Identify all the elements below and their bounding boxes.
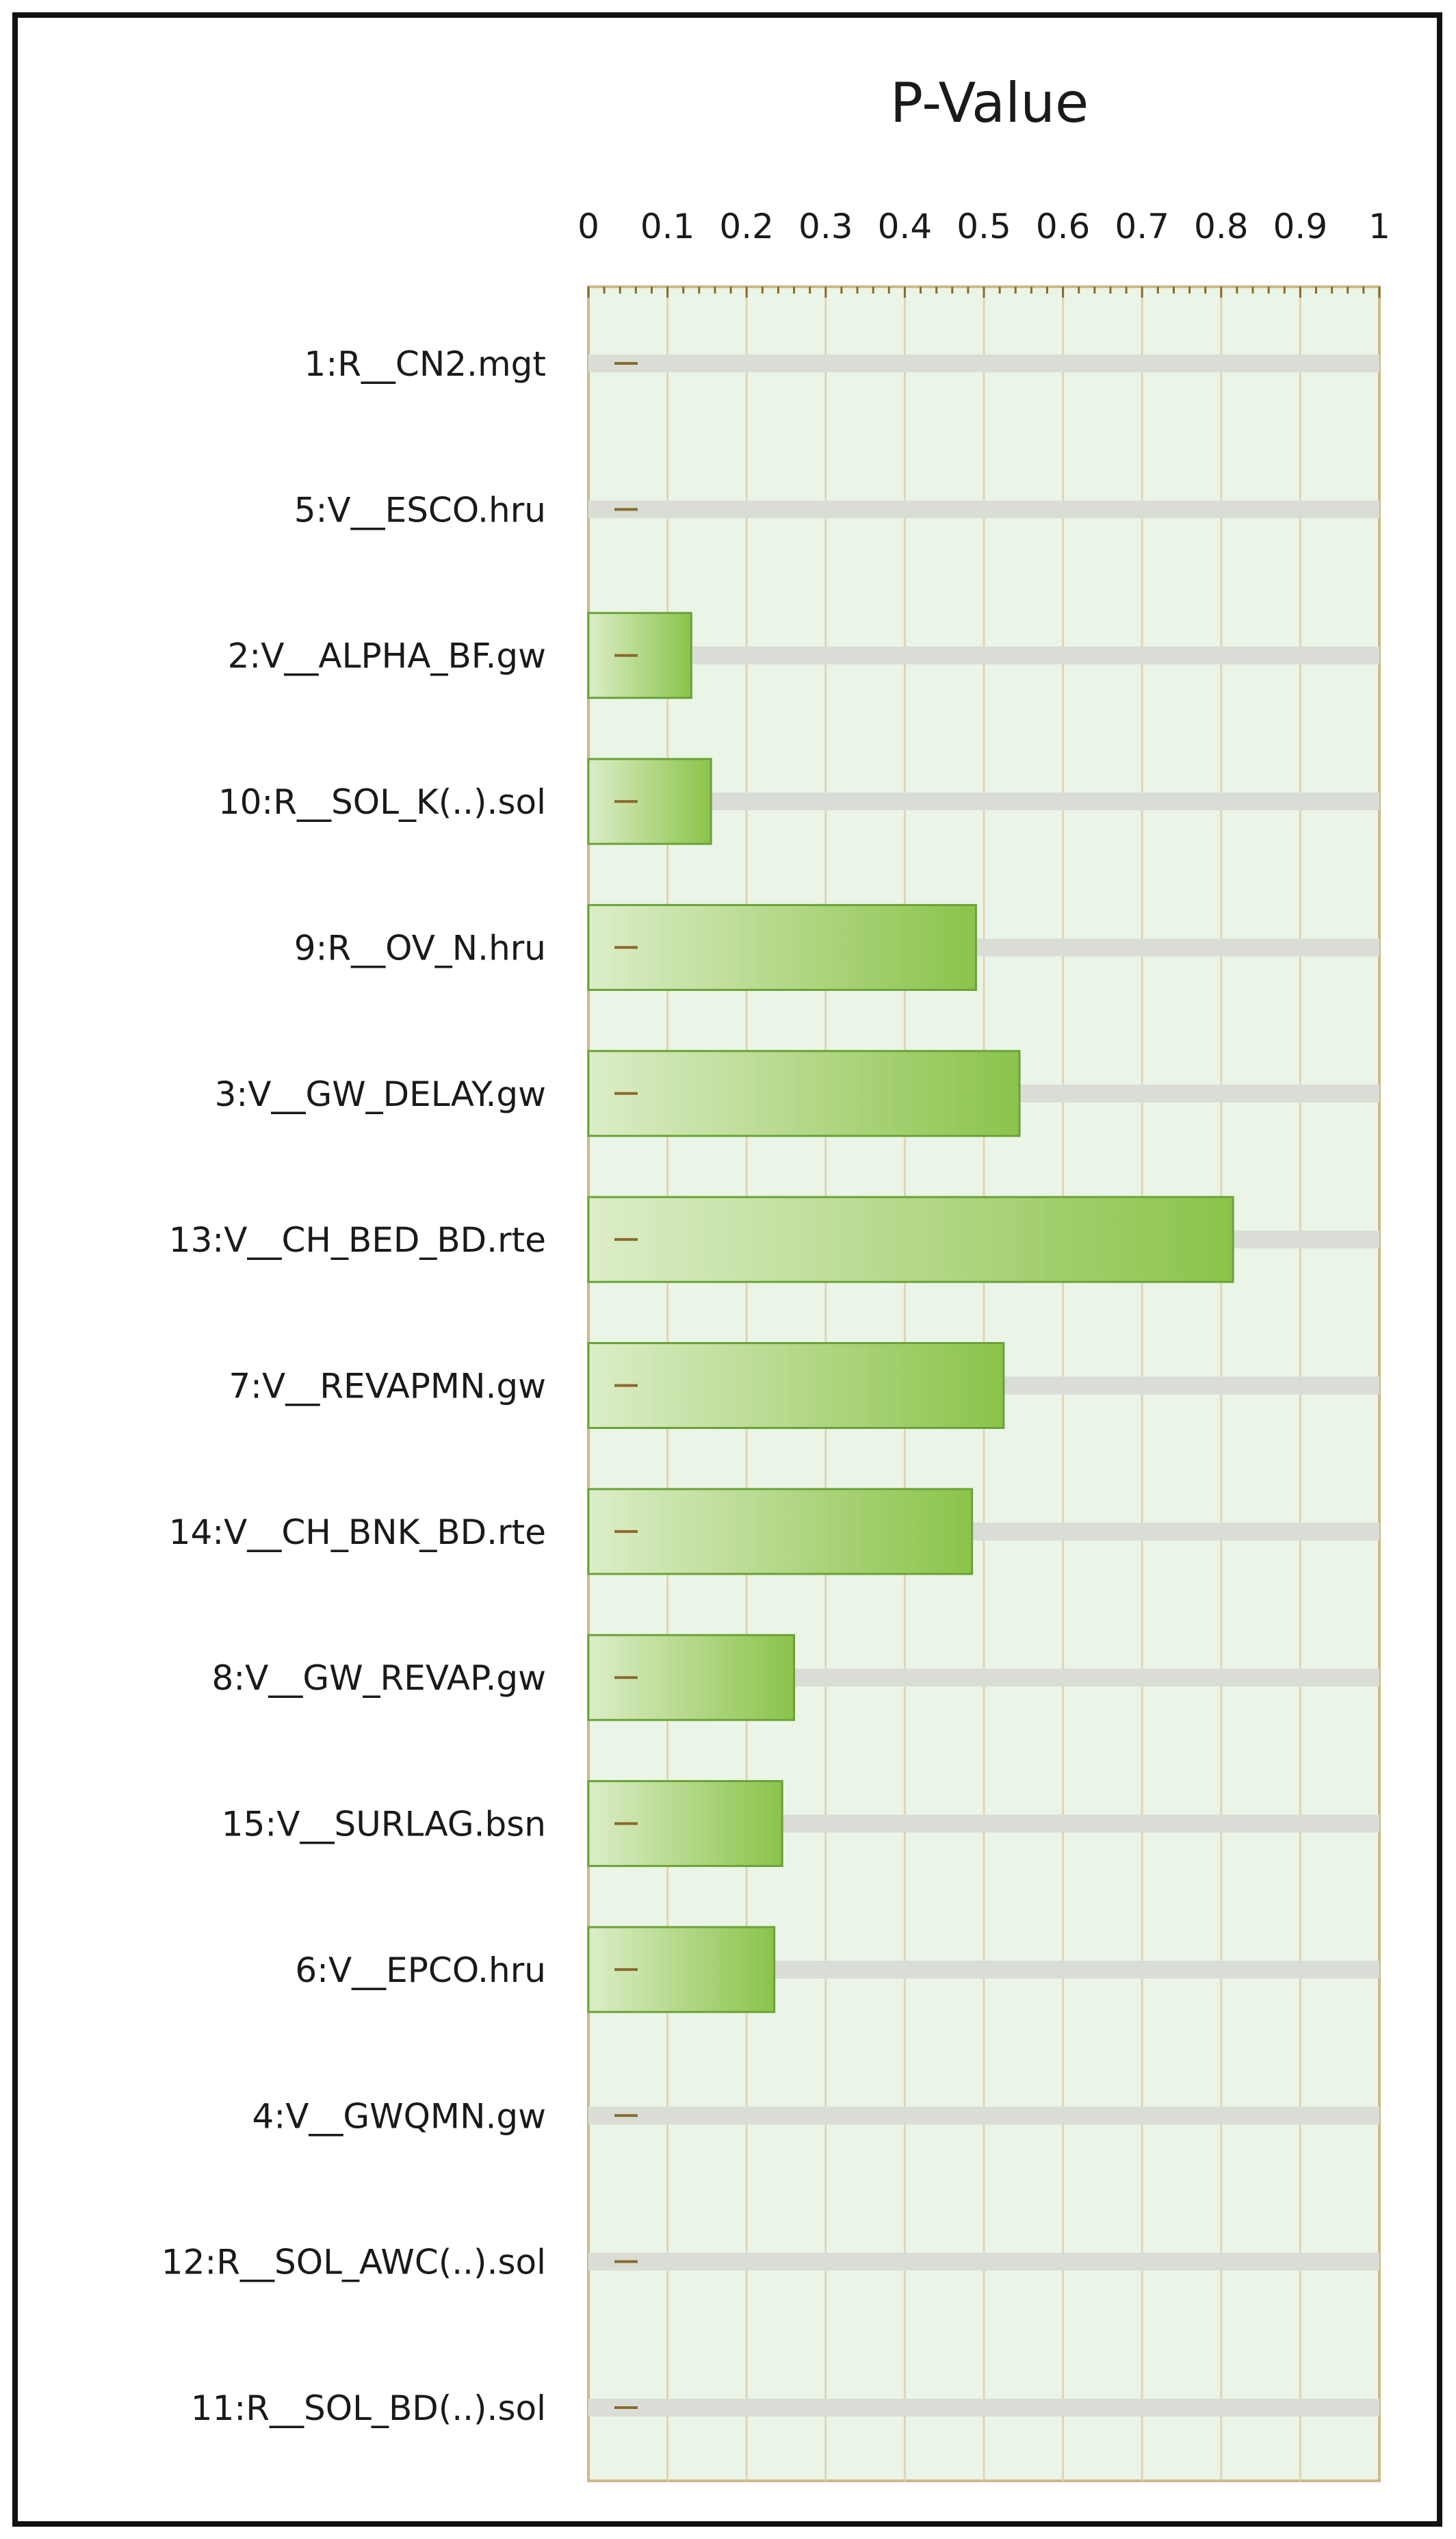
bars [587,355,1379,2416]
bar [587,1488,974,1575]
x-tick-label: 0.6 [1036,207,1091,246]
x-tick-label: 0.8 [1194,207,1249,246]
x-tick-label: 0.3 [798,207,853,246]
x-tick-label: 0.7 [1115,207,1169,246]
bar-track [588,792,1379,811]
bar [587,903,977,991]
category-label: 4:V__GWQMN.gw [252,2096,546,2136]
category-label: 7:V__REVAPMN.gw [229,1367,546,1406]
bar [587,1050,1021,1137]
category-label: 9:R__OV_N.hru [294,928,546,968]
chart-frame: P-Value 0 0.1 0.2 0.3 0.4 0.5 0.6 0.7 0.8 0.9 1 1:… [12,12,1442,2527]
x-axis: 0 0.1 0.2 0.3 0.4 0.5 0.6 0.7 0.8 0.9 1 [577,207,1390,298]
category-label: 14:V__CH_BNK_BD.rte [169,1512,546,1552]
bar [587,1196,1234,1283]
p-value-chart: P-Value 0 0.1 0.2 0.3 0.4 0.5 0.6 0.7 0.8 0.9 1 1:… [161,71,1390,2482]
bar-track [588,2252,1379,2271]
category-label: 1:R__CN2.mgt [304,344,546,384]
category-label: 3:V__GW_DELAY.gw [215,1074,546,1114]
x-tick-label: 0.1 [640,207,695,246]
bar-track [588,646,1379,665]
bar-track [588,2106,1379,2125]
category-label: 2:V__ALPHA_BF.gw [228,636,546,676]
bar [587,612,692,699]
category-axis: 1:R__CN2.mgt 5:V__ESCO.hru 2:V__ALPHA_BF.g… [161,344,638,2428]
bar-track [588,500,1379,519]
x-tick-label: 0 [577,207,599,246]
category-label: 10:R__SOL_K(..).sol [218,782,546,822]
category-label: 5:V__ESCO.hru [294,490,546,530]
bar [587,1342,1005,1429]
category-label: 12:R__SOL_AWC(..).sol [161,2243,546,2282]
x-tick-label: 0.9 [1273,207,1328,246]
x-tick-label: 0.4 [878,207,933,246]
bar-track [588,355,1379,372]
category-label: 6:V__EPCO.hru [295,1950,546,1990]
bar-track [588,2399,1379,2416]
category-label: 15:V__SURLAG.bsn [222,1805,546,1844]
x-tick-label: 0.2 [719,207,774,246]
category-label: 8:V__GW_REVAP.gw [212,1658,546,1698]
category-label: 13:V__CH_BED_BD.rte [169,1220,546,1260]
category-label: 11:R__SOL_BD(..).sol [191,2388,546,2428]
x-tick-label: 1 [1368,207,1390,246]
bar [587,758,712,845]
x-tick-label: 0.5 [957,207,1011,246]
chart-title: P-Value [890,71,1089,135]
